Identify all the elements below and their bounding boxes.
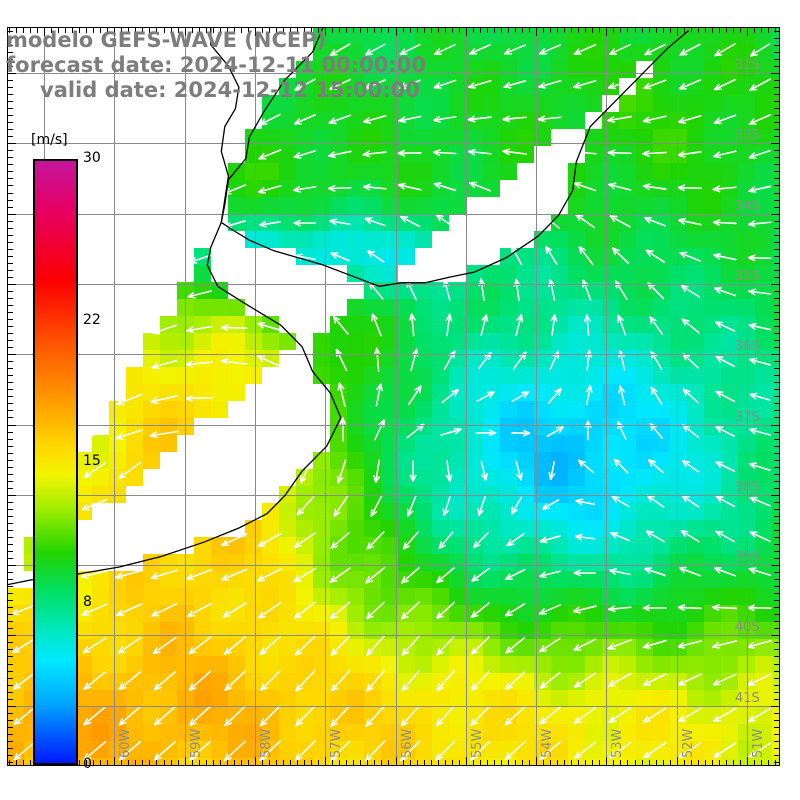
- colorbar[interactable]: [33, 159, 78, 765]
- gridline-vertical: [255, 27, 256, 766]
- colorbar-tick-label: 15: [83, 453, 101, 469]
- colorbar-tick-label: 0: [83, 756, 92, 772]
- gridline-vertical: [325, 27, 326, 766]
- gridline-vertical: [677, 27, 678, 766]
- gridline-horizontal: [7, 635, 780, 636]
- colorbar-tick-label: 8: [83, 594, 92, 611]
- gridline-horizontal: [7, 565, 780, 566]
- latitude-label: 37S: [735, 409, 760, 425]
- gridline-vertical: [185, 27, 186, 766]
- map-plot-area[interactable]: [7, 27, 780, 766]
- longitude-label: 58W: [258, 728, 274, 758]
- latitude-label: 40S: [735, 620, 760, 636]
- coastline-overlay: [7, 27, 690, 586]
- gridline-vertical: [114, 27, 115, 766]
- latitude-label: 32S: [735, 58, 760, 73]
- colorbar-tick-label: 22: [83, 311, 101, 328]
- gridline-vertical: [606, 27, 607, 766]
- gridline-horizontal: [7, 143, 780, 144]
- latitude-label: 33S: [735, 128, 760, 144]
- longitude-label: 56W: [399, 728, 415, 758]
- longitude-label: 59W: [188, 728, 204, 758]
- gridline-horizontal: [7, 425, 780, 426]
- gridline-horizontal: [7, 495, 780, 496]
- longitude-label: 60W: [118, 728, 134, 758]
- longitude-label: 51W: [751, 728, 766, 758]
- longitude-label: 52W: [680, 728, 696, 758]
- gridline-horizontal: [7, 214, 780, 215]
- longitude-label: 57W: [329, 728, 345, 758]
- gridline-horizontal: [7, 354, 780, 355]
- longitude-label: 54W: [540, 728, 556, 758]
- gridline-vertical: [396, 27, 397, 766]
- latitude-label: 34S: [735, 198, 760, 214]
- longitude-label: 55W: [469, 728, 485, 758]
- gridline-vertical: [536, 27, 537, 766]
- latitude-label: 41S: [735, 690, 760, 706]
- colorbar-tick-label: 30: [83, 150, 101, 166]
- latitude-label: 38S: [735, 479, 760, 495]
- latitude-label: 35S: [735, 268, 760, 284]
- latitude-label: 36S: [735, 339, 760, 355]
- colorbar-unit-label: [m/s]: [31, 132, 68, 148]
- windspeed-raster: [7, 27, 780, 766]
- gridline-horizontal: [7, 73, 780, 74]
- latitude-label: 39S: [735, 550, 760, 566]
- gridline-vertical: [747, 27, 748, 766]
- gridline-vertical: [466, 27, 467, 766]
- longitude-label: 53W: [610, 728, 626, 758]
- gridline-horizontal: [7, 706, 780, 707]
